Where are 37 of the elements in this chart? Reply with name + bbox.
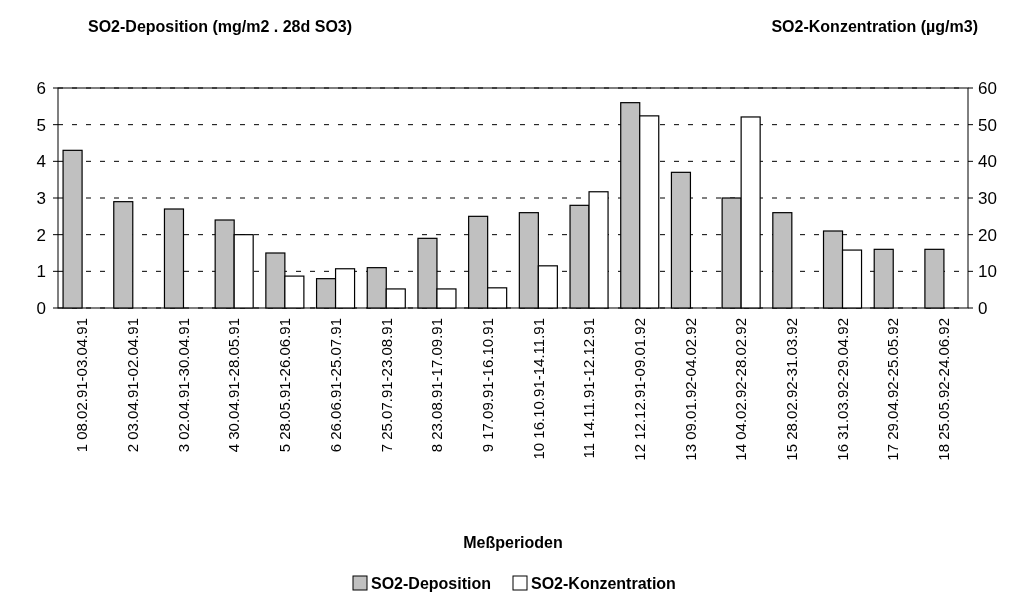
y-tick-label: 1 (36, 262, 46, 282)
x-tick-label: 3 02.04.91-30.04.91 (174, 318, 192, 453)
y2-tick-label: 20 (978, 225, 997, 245)
y2-tick-label: 10 (978, 262, 997, 282)
y-tick-label: 5 (36, 115, 46, 135)
x-tick-label: 9 17.09.91-16.10.91 (478, 318, 496, 453)
x-tick-label: 18 25.05.92-24.06.92 (935, 318, 953, 461)
y-tick-label: 6 (36, 78, 46, 98)
x-tick-label: 15 28.02.92-31.03.92 (783, 318, 801, 461)
x-tick-label: 5 28.05.91-26.06.91 (276, 318, 294, 453)
x-axis-title: Meßperioden (463, 534, 563, 551)
legend-label: SO2-Deposition (371, 574, 492, 592)
x-tick-label: 11 14.11.91-12.12.91 (580, 318, 598, 459)
x-tick-label: 4 30.04.91-28.05.91 (225, 318, 243, 453)
y-tick-label: 0 (36, 298, 46, 318)
legend-label: SO2-Konzentration (531, 574, 676, 592)
x-tick-label: 2 03.04.91-02.04.91 (124, 318, 142, 453)
x-tick-label: 13 09.01.92-04.02.92 (681, 318, 699, 461)
y-tick-label: 2 (36, 225, 46, 245)
x-tick-label: 1 08.02.91-03.04.91 (73, 318, 91, 453)
y2-tick-label: 60 (978, 78, 997, 98)
x-tick-label: 14 04.02.92-28.02.92 (732, 318, 750, 461)
x-tick-label: 17 29.04.92-25.05.92 (884, 318, 902, 461)
y2-tick-label: 50 (978, 115, 997, 135)
x-tick-label: 12 12.12.91-09.01.92 (630, 318, 648, 461)
y2-tick-label: 0 (978, 298, 988, 318)
y2-axis-title: SO2-Konzentration (µg/m3) (771, 18, 978, 35)
x-tick-label: 6 26.06.91-25.07.91 (326, 318, 344, 453)
x-tick-label: 16 31.03.92-29.04.92 (833, 318, 851, 461)
x-tick-label: 8 23.08.91-17.09.91 (428, 318, 446, 453)
x-tick-label: 7 25.07.91-23.08.91 (377, 318, 395, 453)
y-axis-title: SO2-Deposition (mg/m2 . 28d SO3) (88, 18, 353, 35)
x-tick-label: 10 16.10.91-14.11.91 (529, 318, 547, 460)
y-tick-label: 3 (36, 188, 46, 208)
y2-tick-label: 30 (978, 188, 997, 208)
y2-tick-label: 40 (978, 152, 997, 172)
y-tick-label: 4 (36, 152, 46, 172)
